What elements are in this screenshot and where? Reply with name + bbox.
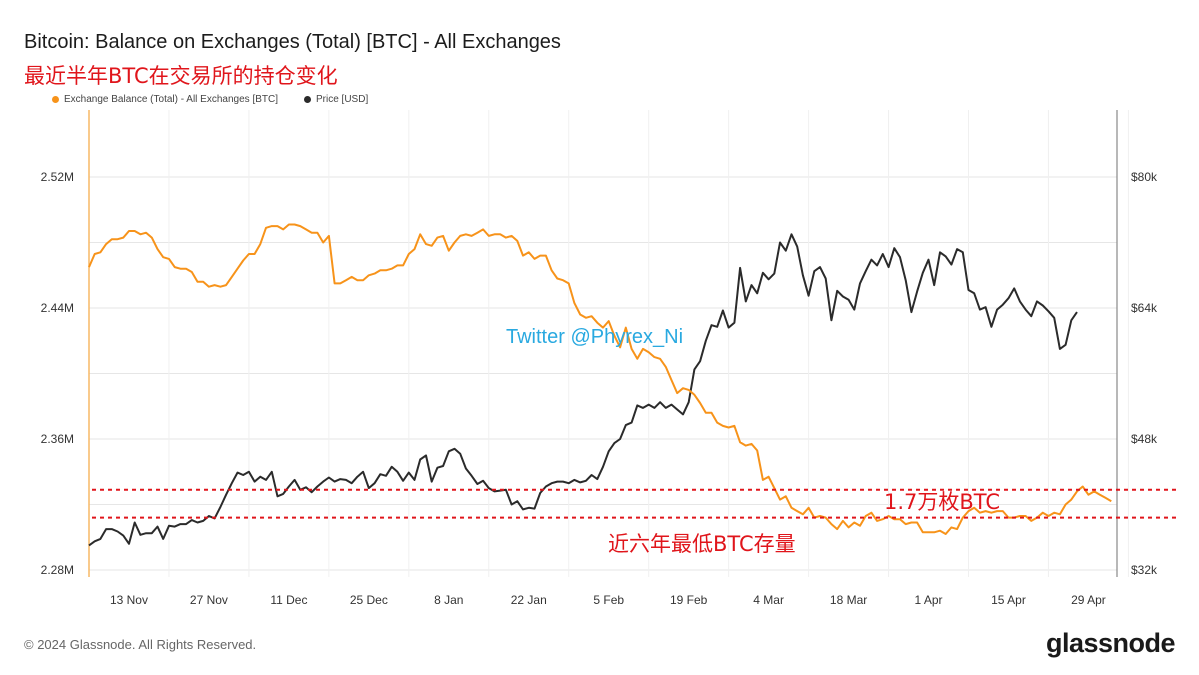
- chart-legend: Exchange Balance (Total) - All Exchanges…: [52, 94, 368, 105]
- y-right-tick-label: $32k: [1131, 563, 1158, 577]
- legend-item-balance[interactable]: Exchange Balance (Total) - All Exchanges…: [52, 94, 278, 105]
- y-left-tick-label: 2.36M: [41, 432, 74, 446]
- chart-subtitle-annotation: 最近半年BTC在交易所的持仓变化: [24, 64, 338, 88]
- copyright-text: © 2024 Glassnode. All Rights Reserved.: [24, 637, 257, 652]
- x-tick-label: 29 Apr: [1071, 593, 1106, 607]
- chart-title: Bitcoin: Balance on Exchanges (Total) [B…: [24, 31, 561, 53]
- legend-label-balance: Exchange Balance (Total) - All Exchanges…: [64, 94, 278, 105]
- y-left-tick-label: 2.52M: [41, 170, 74, 184]
- y-left-tick-label: 2.44M: [41, 301, 74, 315]
- x-tick-label: 22 Jan: [511, 593, 547, 607]
- annotation-label-low: 近六年最低BTC存量: [608, 532, 796, 556]
- glassnode-logo: glassnode: [1045, 628, 1176, 658]
- chart-svg: 2.28M 2.36M 2.44M 2.52M $32k $48k $64k $80k 13 N…: [41, 110, 1177, 607]
- legend-label-price: Price [USD]: [316, 94, 369, 105]
- annotation-label-17k: 1.7万枚BTC: [884, 490, 1000, 514]
- legend-dot-price: [304, 96, 311, 103]
- x-tick-label: 4 Mar: [753, 593, 784, 607]
- y-left-tick-label: 2.28M: [41, 563, 74, 577]
- y-right-tick-label: $80k: [1131, 170, 1158, 184]
- y-right-tick-label: $64k: [1131, 301, 1158, 315]
- series-line-price: [88, 233, 1078, 547]
- x-tick-label: 8 Jan: [434, 593, 463, 607]
- x-tick-label: 5 Feb: [593, 593, 624, 607]
- y-right-tick-label: $48k: [1131, 432, 1158, 446]
- x-tick-label: 13 Nov: [110, 593, 148, 607]
- legend-item-price[interactable]: Price [USD]: [304, 94, 368, 105]
- x-tick-label: 27 Nov: [190, 593, 228, 607]
- x-tick-label: 19 Feb: [670, 593, 708, 607]
- x-tick-label: 18 Mar: [830, 593, 867, 607]
- x-tick-label: 1 Apr: [915, 593, 943, 607]
- legend-dot-balance: [52, 96, 59, 103]
- annotation-watermark: Twitter @Phyrex_Ni: [506, 326, 683, 348]
- x-tick-label: 15 Apr: [991, 593, 1026, 607]
- x-tick-label: 11 Dec: [270, 593, 307, 607]
- x-tick-label: 25 Dec: [350, 593, 388, 607]
- series-line-exchange-balance: [88, 223, 1112, 535]
